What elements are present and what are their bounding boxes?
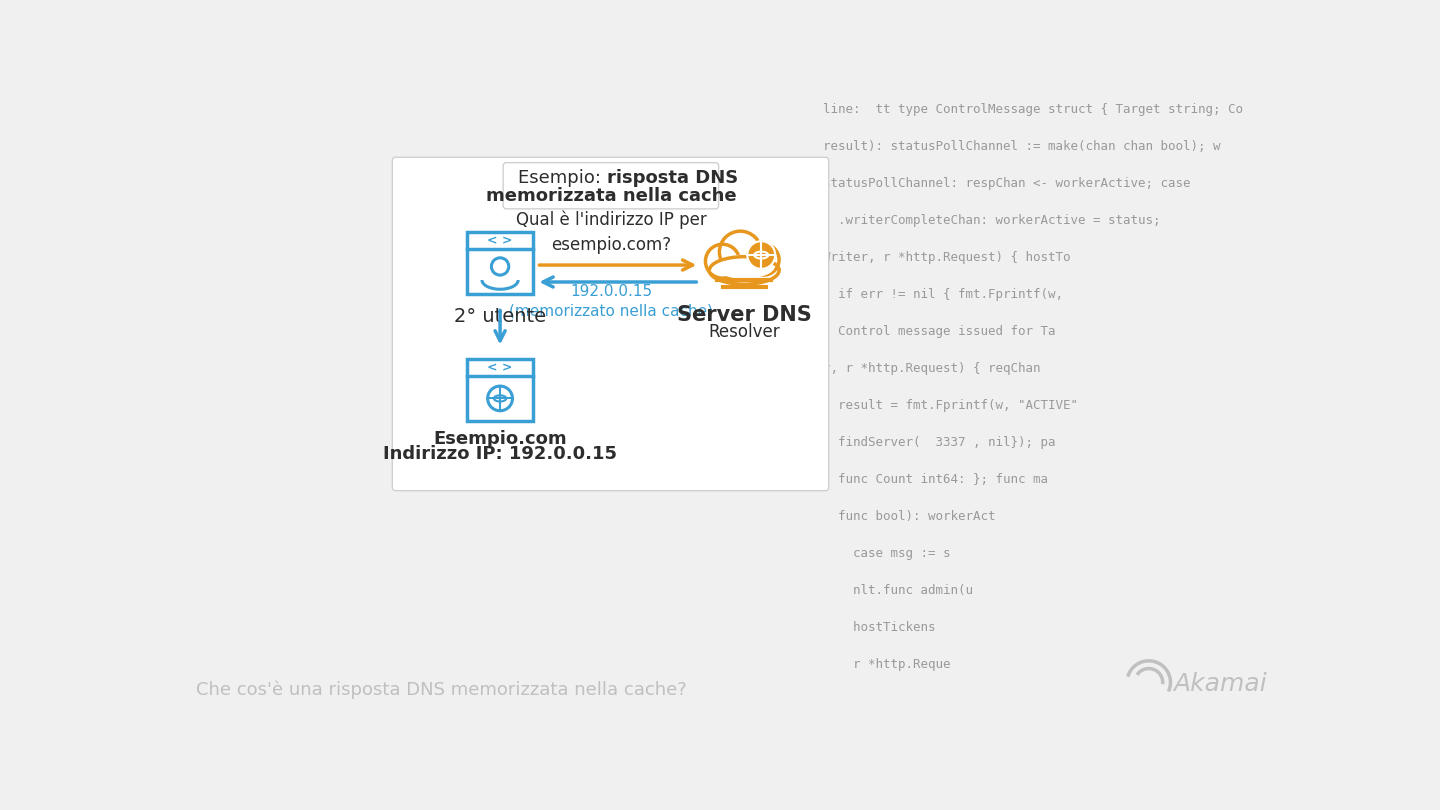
Text: 2° utente: 2° utente bbox=[454, 308, 546, 326]
Text: Esempio:: Esempio: bbox=[518, 169, 608, 187]
Text: < >: < > bbox=[487, 361, 513, 374]
Text: r *http.Reque: r *http.Reque bbox=[824, 658, 950, 671]
Text: case msg := s: case msg := s bbox=[824, 547, 950, 560]
Circle shape bbox=[747, 245, 779, 275]
Text: func Count int64: }; func ma: func Count int64: }; func ma bbox=[824, 473, 1048, 486]
Text: Indirizzo IP: 192.0.0.15: Indirizzo IP: 192.0.0.15 bbox=[383, 446, 618, 463]
Circle shape bbox=[720, 231, 762, 273]
Text: Server DNS: Server DNS bbox=[677, 305, 812, 325]
Text: findServer(  3337 , nil}); pa: findServer( 3337 , nil}); pa bbox=[824, 436, 1056, 449]
Text: Resolver: Resolver bbox=[708, 323, 780, 341]
FancyBboxPatch shape bbox=[392, 157, 828, 491]
Text: Esempio.com: Esempio.com bbox=[433, 430, 567, 448]
Text: r, r *http.Request) { reqChan: r, r *http.Request) { reqChan bbox=[824, 362, 1041, 375]
FancyBboxPatch shape bbox=[503, 163, 719, 209]
Text: statusPollChannel: respChan <- workerActive; case: statusPollChannel: respChan <- workerAct… bbox=[824, 177, 1191, 190]
Text: func bool): workerAct: func bool): workerAct bbox=[824, 510, 995, 523]
Text: Che cos'è una risposta DNS memorizzata nella cache?: Che cos'è una risposta DNS memorizzata n… bbox=[196, 681, 687, 699]
Text: memorizzata nella cache: memorizzata nella cache bbox=[485, 187, 736, 205]
Text: .writerCompleteChan: workerActive = status;: .writerCompleteChan: workerActive = stat… bbox=[824, 214, 1161, 228]
Ellipse shape bbox=[710, 257, 779, 284]
Text: Writer, r *http.Request) { hostTo: Writer, r *http.Request) { hostTo bbox=[824, 251, 1071, 264]
Text: risposta DNS: risposta DNS bbox=[608, 169, 739, 187]
Circle shape bbox=[706, 245, 740, 278]
Text: 192.0.0.15
(memorizzato nella cache): 192.0.0.15 (memorizzato nella cache) bbox=[508, 284, 713, 318]
Circle shape bbox=[747, 241, 775, 269]
Text: nlt.func admin(u: nlt.func admin(u bbox=[824, 584, 973, 597]
FancyBboxPatch shape bbox=[467, 359, 533, 420]
Text: Qual è l'indirizzo IP per
esempio.com?: Qual è l'indirizzo IP per esempio.com? bbox=[516, 211, 706, 254]
Text: result): statusPollChannel := make(chan chan bool); w: result): statusPollChannel := make(chan … bbox=[824, 140, 1221, 153]
Text: if err != nil { fmt.Fprintf(w,: if err != nil { fmt.Fprintf(w, bbox=[824, 288, 1063, 301]
Text: Akamai: Akamai bbox=[1174, 672, 1267, 696]
Ellipse shape bbox=[714, 255, 773, 278]
Text: Control message issued for Ta: Control message issued for Ta bbox=[824, 325, 1056, 338]
Text: line:  tt type ControlMessage struct { Target string; Co: line: tt type ControlMessage struct { Ta… bbox=[824, 104, 1243, 117]
Text: < >: < > bbox=[487, 234, 513, 247]
FancyBboxPatch shape bbox=[467, 232, 533, 293]
Text: result = fmt.Fprintf(w, "ACTIVE": result = fmt.Fprintf(w, "ACTIVE" bbox=[824, 399, 1079, 412]
Text: hostTickens: hostTickens bbox=[824, 620, 936, 633]
